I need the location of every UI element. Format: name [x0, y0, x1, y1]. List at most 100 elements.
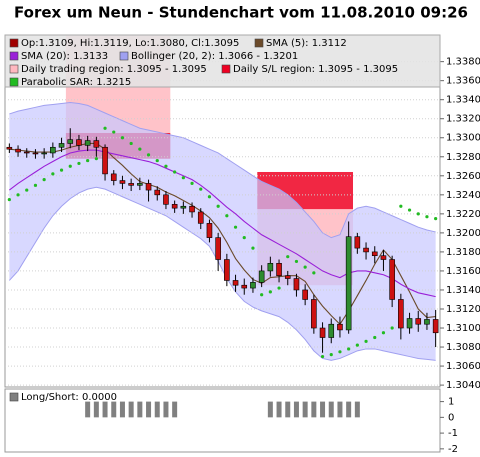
sar-dot: [399, 204, 403, 208]
bollinger-upper: [9, 102, 436, 239]
sar-dot: [303, 265, 307, 269]
sar-dot: [294, 259, 299, 264]
sar-dot: [373, 335, 377, 340]
lower-panel: [4, 388, 441, 453]
candle-body: [241, 284, 248, 289]
bar: [276, 401, 282, 418]
y-tick-label: -2: [448, 444, 458, 455]
bar: [302, 401, 308, 418]
sar-dot: [68, 164, 72, 168]
sar-dot: [59, 168, 64, 172]
candle-body: [58, 143, 65, 148]
candle-body: [93, 140, 100, 148]
sar-dot: [286, 255, 290, 259]
candle-body: [32, 152, 39, 155]
y-tick-label: 1.3260: [446, 171, 480, 182]
legend-label: Daily S/L region: 1.3095 - 1.3095: [233, 64, 398, 75]
legend-swatch: [9, 392, 19, 402]
legend-swatch: [9, 38, 19, 48]
y-tick-label: 1.3100: [446, 323, 480, 334]
candle-body: [293, 278, 300, 291]
legend-swatch: [119, 51, 129, 61]
sar-dot: [16, 193, 20, 197]
bar: [119, 401, 125, 418]
sar-dot: [277, 286, 281, 290]
overlay: 1.3040 1.3060 1.3080 1.3100 1.3120 1.3140 1.31…: [4, 34, 480, 455]
candle-body: [41, 152, 47, 155]
sar-dot: [207, 195, 212, 199]
sar-dot: [329, 353, 333, 357]
sar-dot: [86, 158, 90, 163]
y-tick-label: 1.3380: [446, 57, 480, 68]
sar-dot: [425, 215, 429, 219]
sar-dot: [233, 225, 238, 229]
sar-dot: [112, 130, 116, 134]
sar-dot: [242, 236, 246, 240]
candle-body: [406, 318, 413, 329]
candle-body: [189, 205, 195, 213]
legend-label: Parabolic SAR: 1.3215: [21, 77, 131, 88]
sar-dot: [103, 126, 107, 130]
sar-dot: [434, 217, 438, 221]
bar: [293, 401, 299, 418]
y-tick-label: 1.3360: [446, 76, 480, 87]
y-tick-label: 0: [448, 412, 454, 423]
sar-dot: [312, 271, 316, 275]
sar-dot: [42, 178, 46, 182]
bar: [163, 401, 169, 418]
sar-dot: [155, 158, 159, 163]
sar-dot: [94, 157, 98, 161]
chart-title: Forex um Neun - Stundenchart vom 11.08.2…: [14, 4, 468, 22]
bar: [337, 401, 343, 418]
bar: [85, 401, 91, 418]
bar: [154, 401, 160, 418]
candle-body: [67, 139, 74, 144]
bar: [128, 401, 134, 418]
candle-body: [267, 263, 274, 272]
bar: [346, 401, 352, 418]
candle-body: [6, 146, 13, 150]
y-tick-label: 1.3300: [446, 133, 480, 144]
candle-body: [276, 263, 282, 276]
bar: [146, 401, 152, 418]
indicator-line: [9, 149, 436, 298]
sar-dot: [416, 212, 420, 216]
sar-dot: [320, 354, 325, 359]
sar-dot: [164, 164, 168, 168]
candle-body: [145, 183, 152, 191]
y-tick-label: 1.3060: [446, 361, 480, 372]
candle-body: [206, 223, 213, 238]
candle-body: [363, 247, 369, 253]
legend-box: [4, 34, 441, 88]
sar-dot: [216, 204, 220, 208]
legend-label: SMA (20): 1.3133: [21, 51, 108, 62]
sar-dot: [199, 187, 203, 191]
legend-label: SMA (5): 1.3112: [266, 38, 347, 49]
candle-body: [354, 236, 361, 249]
y-tick-label: 1.3220: [446, 209, 480, 220]
y-tick-label: 1.3340: [446, 95, 480, 106]
y-tick-label: 1.3200: [446, 228, 480, 239]
sar-dot: [407, 208, 412, 212]
candle-body: [102, 146, 108, 175]
candle-body: [432, 319, 439, 334]
sar-dot: [120, 136, 125, 140]
candle-body: [424, 319, 430, 325]
bar: [93, 401, 99, 418]
candle-body: [76, 139, 82, 146]
candle-body: [232, 280, 239, 286]
sar-dot: [338, 350, 342, 354]
candle-body: [250, 282, 256, 289]
y-tick-label: 1.3180: [446, 247, 480, 258]
legend-swatch: [254, 38, 264, 48]
legend-label: Op:1.3109, Hi:1.3119, Lo:1.3080, Cl:1.30…: [21, 38, 239, 49]
bar: [267, 401, 273, 418]
y-tick-label: 1.3080: [446, 342, 480, 353]
candle-body: [224, 259, 230, 281]
sar-dot: [260, 293, 264, 297]
candle-body: [215, 237, 221, 260]
bollinger-area: [9, 102, 436, 361]
bar: [328, 401, 334, 418]
sar-dot: [390, 326, 394, 330]
